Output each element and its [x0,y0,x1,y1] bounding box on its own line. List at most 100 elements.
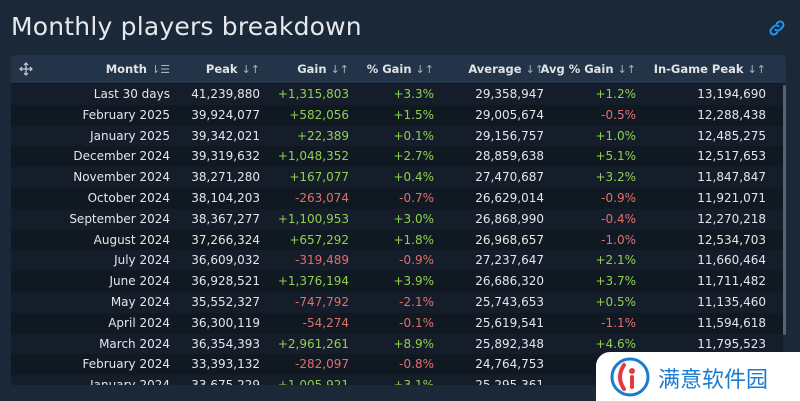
table-header: Month ⇂☰ Peak ↓↑ Gain ↓↑ % Gain ↓↑ Average ↓↑… [11,55,786,83]
cell-month: March 2024 [99,336,170,351]
watermark-text: 满意软件园 [658,368,769,393]
link-icon[interactable] [767,18,787,38]
table-row: November 2024 38,271,280 +167,077 +0.4% 27,4… [11,167,786,188]
cell-month: April 2024 [108,315,170,330]
sort-arrows-icon: ↓↑ [330,63,349,76]
cell-peak: 41,239,880 [191,87,260,101]
cell-gain: -282,097 [295,357,349,372]
cell-apgain: -1.0% [601,232,636,247]
cell-peak: 36,354,393 [191,336,260,351]
cell-peak: 39,342,021 [191,128,260,143]
sort-arrows-icon: ↓↑ [747,63,766,76]
cell-pgain: +0.1% [393,128,434,143]
cell-apgain: +5.1% [595,149,636,164]
cell-gain: -319,489 [295,253,349,268]
cell-avg: 25,295,361 [475,375,544,385]
cell-pgain: +0.4% [393,170,434,185]
cell-pgain: -0.8% [399,357,434,372]
cell-pgain: +1.8% [393,232,434,247]
cell-ingame: 11,660,464 [697,253,766,268]
cell-peak: 38,104,203 [191,191,260,205]
cell-month: Last 30 days [93,87,170,101]
cell-peak: 35,552,327 [191,295,260,309]
cell-avg: 29,358,947 [475,87,544,101]
table-row: July 2024 36,609,032 -319,489 -0.9% 27,237,6… [11,250,786,272]
sort-arrows-icon: ↓↑ [241,63,260,76]
cell-gain: +657,292 [289,232,349,247]
cell-apgain: +3.7% [595,274,636,289]
column-header-gain[interactable]: Gain ↓↑ [297,62,349,76]
cell-peak: 36,928,521 [191,274,260,289]
cell-ingame: 13,194,690 [697,87,766,101]
column-header-percent-gain[interactable]: % Gain ↓↑ [366,62,434,76]
sort-arrows-icon: ↓↑ [415,63,434,76]
cell-ingame: 12,534,703 [697,232,766,247]
cell-gain: +1,048,352 [277,149,349,164]
column-header-month[interactable]: Month ⇂☰ [105,62,170,76]
table-row: January 2024 33,675,229 +1,005,921 +3.1% 25,… [11,375,786,385]
cell-ingame: 11,921,071 [697,191,766,205]
cell-pgain: +1.5% [393,107,434,122]
page-title: Monthly players breakdown [11,12,362,41]
cell-pgain: +3.1% [393,375,434,385]
cell-ingame: 11,594,618 [697,315,766,330]
cell-avg: 25,743,653 [475,295,544,309]
table-row: September 2024 38,367,277 +1,100,953 +3.0% 2… [11,208,786,230]
cell-apgain: -0.4% [601,211,636,226]
cell-month: December 2024 [73,149,170,164]
cell-ingame: 12,288,438 [697,107,766,122]
cell-avg: 29,005,674 [475,107,544,122]
cell-avg: 26,629,014 [475,191,544,205]
cell-apgain: -1.1% [601,315,636,330]
cell-month: September 2024 [69,211,170,226]
move-icon[interactable] [19,62,33,76]
column-header-in-game-peak[interactable]: In-Game Peak ↓↑ [653,62,766,76]
cell-peak: 33,393,132 [191,357,260,372]
cell-gain: +1,315,803 [277,87,349,101]
cell-month: June 2024 [109,274,171,289]
cell-ingame: 11,795,523 [697,336,766,351]
cell-gain: +1,005,921 [278,375,349,385]
cell-peak: 37,266,324 [191,232,260,247]
column-header-avg-percent-gain[interactable]: Avg % Gain ↓↑ [540,62,636,76]
cell-month: January 2025 [90,128,170,143]
cell-apgain: +3.2% [595,170,636,185]
cell-avg: 25,619,541 [475,315,544,330]
sort-arrows-icon: ↓↑ [617,63,636,76]
cell-apgain: -0.5% [601,107,636,122]
column-header-average[interactable]: Average ↓↑ [468,62,544,76]
cell-gain: +2,961,261 [277,336,349,351]
cell-gain: -747,792 [295,295,349,309]
column-header-peak[interactable]: Peak ↓↑ [205,62,260,76]
cell-apgain: +2.1% [595,253,636,268]
cell-apgain: +1.2% [595,87,636,101]
cell-avg: 27,237,647 [475,253,544,268]
table-row: December 2024 39,319,632 +1,048,352 +2.7% 28… [11,146,786,167]
players-table: Month ⇂☰ Peak ↓↑ Gain ↓↑ % Gain ↓↑ Average ↓↑… [11,55,786,385]
cell-apgain: +0.5% [595,295,636,309]
cell-pgain: +3.9% [393,274,434,289]
cell-ingame: 12,485,275 [697,128,766,143]
cell-ingame: 11,135,460 [697,295,766,309]
cell-pgain: +3.3% [393,87,434,101]
cell-month: November 2024 [73,170,170,185]
table-row: May 2024 35,552,327 -747,792 -2.1% 25,743,65… [11,292,786,313]
cell-gain: +582,056 [289,107,349,122]
cell-avg: 28,859,638 [475,149,544,164]
scrollbar-thumb[interactable] [783,85,786,335]
cell-month: February 2025 [82,107,170,122]
cell-month: January 2024 [90,375,170,385]
sort-arrows-icon: ↓↑ [525,63,544,76]
cell-ingame: 11,847,847 [697,170,766,185]
table-row: February 2024 33,393,132 -282,097 -0.8% 24,7… [11,354,786,375]
table-row: March 2024 36,354,393 +2,961,261 +8.9% 25,89… [11,333,786,355]
cell-peak: 33,675,229 [191,375,260,385]
cell-pgain: -0.1% [399,315,434,330]
cell-pgain: -0.9% [399,253,434,268]
cell-peak: 39,924,077 [191,107,260,122]
cell-gain: +167,077 [289,170,349,185]
cell-gain: -263,074 [295,191,349,205]
cell-gain: +1,376,194 [277,274,349,289]
cell-peak: 36,300,119 [191,315,260,330]
cell-gain: +22,389 [296,128,349,143]
